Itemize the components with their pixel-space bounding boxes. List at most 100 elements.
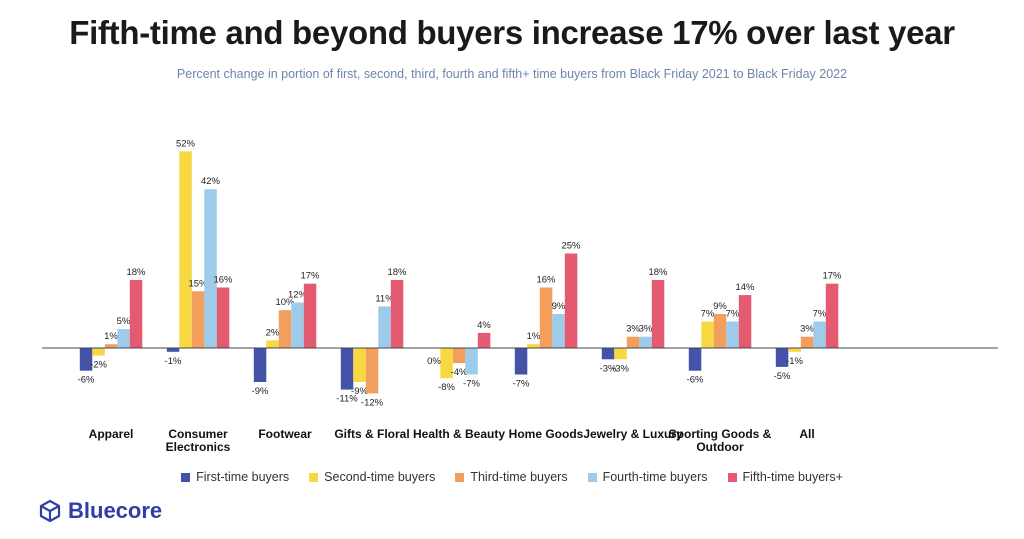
bar-1-2 <box>266 340 279 348</box>
legend-swatch-3 <box>587 472 597 482</box>
legend-label-2: Third-time buyers <box>470 470 568 484</box>
legend-item-1: Second-time buyers <box>309 470 435 484</box>
bar-0-1 <box>166 348 180 352</box>
data-label-1-1: 52% <box>176 138 196 149</box>
category-label-5: Home Goods <box>509 427 584 441</box>
data-label-2-5: 16% <box>536 275 556 286</box>
data-label-3-3: 11% <box>375 293 394 304</box>
legend-swatch-0 <box>181 472 191 482</box>
bar-0-6 <box>601 348 615 360</box>
bar-1-8 <box>788 348 801 352</box>
data-label-4-4: 4% <box>477 320 491 331</box>
bar-4-4 <box>477 332 491 348</box>
legend-label-3: Fourth-time buyers <box>602 470 708 484</box>
bar-3-5 <box>552 314 565 348</box>
data-label-2-3: -12% <box>361 397 384 408</box>
category-label-1: Consumer Electronics <box>166 427 231 454</box>
bar-0-3 <box>340 348 354 390</box>
legend-item-3: Fourth-time buyers <box>587 470 708 484</box>
legend-swatch-1 <box>309 472 319 482</box>
data-label-0-6: -3% <box>600 363 617 374</box>
brand-logo: Bluecore <box>38 498 162 524</box>
bar-1-1 <box>179 151 192 348</box>
data-label-3-1: 42% <box>201 176 221 187</box>
bar-0-8 <box>775 348 789 367</box>
category-label-3: Gifts & Floral <box>334 427 409 441</box>
bar-4-5 <box>564 253 578 348</box>
legend-label-4: Fifth-time buyers+ <box>742 470 843 484</box>
bar-2-4 <box>452 348 466 364</box>
data-label-2-8: 3% <box>800 324 814 335</box>
category-label-6: Jewelry & Luxury <box>583 427 683 441</box>
bar-3-6 <box>639 336 652 348</box>
data-label-4-6: 18% <box>648 267 668 278</box>
chart-subtitle: Percent change in portion of first, seco… <box>176 67 848 81</box>
bar-2-1 <box>191 291 205 348</box>
data-label-2-2: 10% <box>275 297 295 308</box>
brand-name: Bluecore <box>68 498 163 523</box>
bar-2-2 <box>278 310 292 348</box>
data-label-4-8: 17% <box>822 271 842 282</box>
legend-item-0: First-time buyers <box>181 470 289 484</box>
bar-3-7 <box>726 321 739 348</box>
category-label-4: Health & Beauty <box>413 427 505 441</box>
category-label-8: All <box>799 427 814 441</box>
data-label-3-6: 3% <box>639 324 653 335</box>
data-label-0-1: -1% <box>165 356 182 367</box>
data-label-2-6: 3% <box>626 324 640 335</box>
data-label-0-3: -11% <box>336 394 358 405</box>
legend-swatch-4 <box>727 472 737 482</box>
data-label-4-1: 16% <box>213 275 233 286</box>
bar-2-5 <box>539 287 553 348</box>
data-label-0-8: -5% <box>774 371 791 382</box>
data-label-3-4: -7% <box>463 379 480 390</box>
bar-2-3 <box>365 348 379 394</box>
bar-chart: -6% -2% 1% 5% 18% Apparel -1% 52% 15% 42% 16% Consu… <box>42 138 998 454</box>
data-label-3-7: 7% <box>726 309 740 320</box>
legend-item-2: Third-time buyers <box>455 470 568 484</box>
data-label-4-0: 18% <box>126 267 146 278</box>
bar-3-1 <box>204 189 217 348</box>
chart-legend: First-time buyers Second-time buyers Third… <box>0 470 1024 484</box>
category-label-7: Sporting Goods & Outdoor <box>669 427 772 454</box>
bar-0-2 <box>253 348 267 382</box>
bar-0-7 <box>688 348 702 371</box>
bar-3-2 <box>291 302 304 348</box>
data-label-1-8: -1% <box>786 356 803 367</box>
data-label-1-3: -9% <box>351 386 368 397</box>
data-label-0-7: -6% <box>687 375 704 386</box>
bar-1-3 <box>353 348 366 382</box>
data-label-4-2: 17% <box>300 271 320 282</box>
bar-3-4 <box>465 348 478 375</box>
bar-4-1 <box>216 287 230 348</box>
bar-2-7 <box>713 314 727 348</box>
data-label-1-6: -3% <box>612 363 629 374</box>
data-label-4-7: 14% <box>735 282 755 293</box>
data-label-0-0: -6% <box>78 375 95 386</box>
data-label-1-2: 2% <box>266 327 280 338</box>
bar-3-0 <box>117 329 130 348</box>
bar-2-8 <box>800 336 814 348</box>
bar-2-0 <box>104 344 118 348</box>
bar-4-6 <box>651 280 665 348</box>
data-label-2-0: 1% <box>104 331 118 342</box>
legend-label-1: Second-time buyers <box>324 470 436 484</box>
data-label-2-4: -4% <box>451 367 468 378</box>
data-label-1-0: -2% <box>90 360 107 371</box>
bar-1-4 <box>440 348 453 379</box>
chart-title: Fifth-time and beyond buyers increase 17… <box>69 14 955 51</box>
bar-1-5 <box>527 344 540 348</box>
category-label-0: Apparel <box>89 427 134 441</box>
bar-4-3 <box>390 280 404 348</box>
bar-4-0 <box>129 280 143 348</box>
data-label-0-5: -7% <box>513 379 530 390</box>
bar-1-0 <box>92 348 105 356</box>
bar-4-7 <box>738 295 752 348</box>
legend-label-0: First-time buyers <box>196 470 290 484</box>
bar-0-0 <box>79 348 93 371</box>
data-label-1-4: -8% <box>438 382 455 393</box>
data-label-0-2: -9% <box>252 386 269 397</box>
bar-4-2 <box>303 283 317 348</box>
data-label-3-5: 9% <box>552 301 566 312</box>
data-label-3-2: 12% <box>288 290 308 301</box>
